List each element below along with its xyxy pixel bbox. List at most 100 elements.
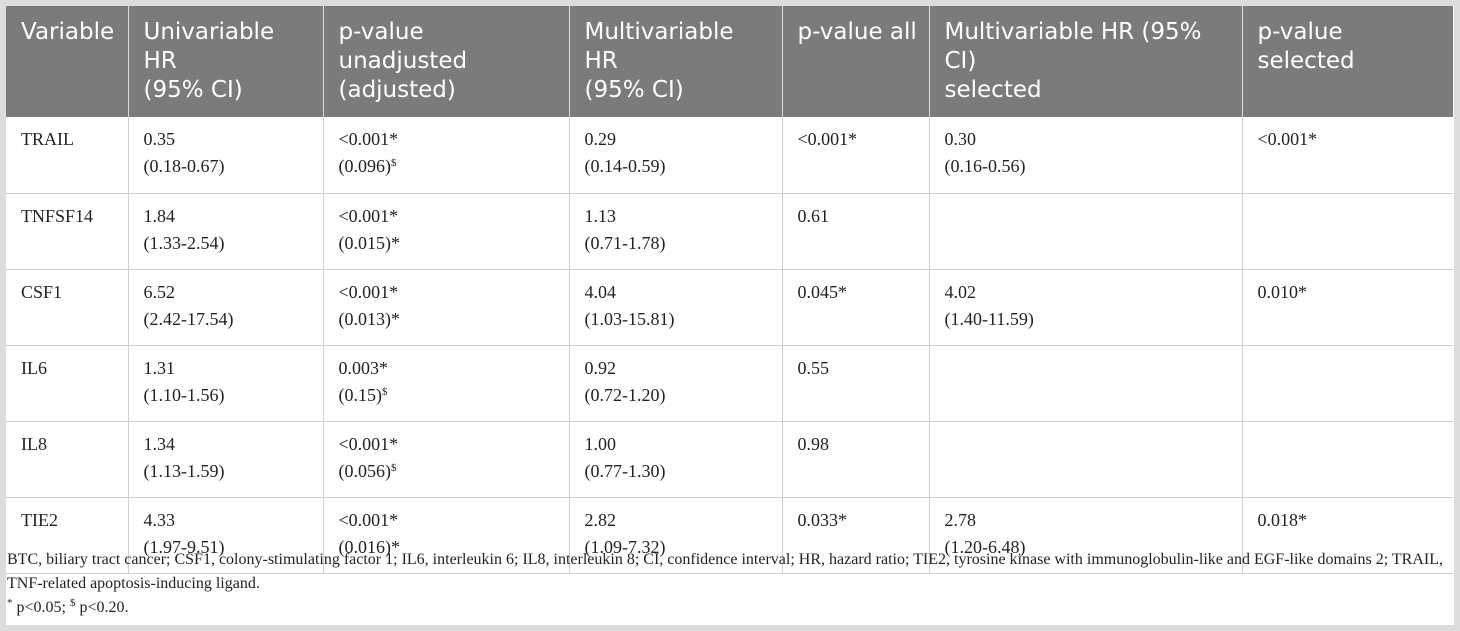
cell-multivariable-hr-selected bbox=[929, 345, 1243, 422]
cell-p-value-selected bbox=[1242, 421, 1453, 498]
hazard-ratio-table: Variable Univariable HR (95% CI) p-value un… bbox=[6, 6, 1453, 574]
cell-multivariable-hr: 1.00 (0.77-1.30) bbox=[569, 421, 783, 498]
cell-p-value-unadjusted: 0.003* (0.15)$ bbox=[323, 345, 570, 422]
cell-value: 4.02 bbox=[944, 281, 977, 302]
cell-value: (0.016)* bbox=[338, 536, 401, 557]
cell-multivariable-hr: 0.92 (0.72-1.20) bbox=[569, 345, 783, 422]
cell-p-value-selected bbox=[1242, 193, 1453, 270]
cell-p-value-selected bbox=[1242, 345, 1453, 422]
cell-value: <0.001* bbox=[338, 509, 399, 530]
cell-value-line: (0.15)$ bbox=[339, 382, 559, 409]
cell-p-value-unadjusted: <0.001* (0.015)* bbox=[323, 193, 570, 270]
cell-multivariable-hr: 4.04 (1.03-15.81) bbox=[569, 269, 783, 346]
header-line: (95% CI) bbox=[143, 77, 243, 103]
cell-value: (0.15) bbox=[338, 384, 383, 405]
cell-univariable-hr: 4.33 (1.97-9.51) bbox=[128, 497, 324, 574]
cell-value: 2.82 bbox=[584, 509, 617, 530]
cell-univariable-hr: 1.31 (1.10-1.56) bbox=[128, 345, 324, 422]
header-multivariable-hr: Multivariable HR (95% CI) bbox=[569, 6, 783, 117]
header-line: (95% CI) bbox=[584, 77, 684, 103]
cell-value: 0.018* bbox=[1257, 509, 1308, 530]
cell-value: (0.015)* bbox=[338, 232, 401, 253]
cell-univariable-hr: 0.35 (0.18-0.67) bbox=[128, 117, 324, 194]
cell-value: <0.001* bbox=[1257, 129, 1318, 149]
table-header: Variable Univariable HR (95% CI) p-value un… bbox=[6, 6, 1453, 117]
header-univariable-hr: Univariable HR (95% CI) bbox=[128, 6, 324, 117]
cell-value: 0.30 bbox=[944, 129, 977, 149]
cell-value: <0.001* bbox=[338, 205, 399, 226]
cell-variable: TRAIL bbox=[6, 117, 129, 194]
cell-value: (1.10-1.56) bbox=[143, 384, 225, 405]
cell-value: (1.09-7.32) bbox=[584, 536, 666, 557]
cell-value: 4.04 bbox=[584, 281, 617, 302]
cell-value: TIE2 bbox=[21, 509, 58, 530]
cell-variable: TIE2 bbox=[6, 497, 129, 574]
cell-value: TNFSF14 bbox=[21, 205, 94, 226]
cell-multivariable-hr: 0.29 (0.14-0.59) bbox=[569, 117, 783, 194]
cell-multivariable-hr-selected: 4.02 (1.40-11.59) bbox=[929, 269, 1243, 346]
cell-p-value-unadjusted: <0.001* (0.096)$ bbox=[323, 117, 570, 194]
cell-variable: IL6 bbox=[6, 345, 129, 422]
table-row: TNFSF14 1.84 (1.33-2.54) <0.001* (0.015)* 1.1… bbox=[6, 193, 1453, 270]
cell-univariable-hr: 6.52 (2.42-17.54) bbox=[128, 269, 324, 346]
cell-multivariable-hr: 2.82 (1.09-7.32) bbox=[569, 497, 783, 574]
cell-value: <0.001* bbox=[797, 129, 858, 149]
cell-p-value-unadjusted: <0.001* (0.056)$ bbox=[323, 421, 570, 498]
cell-value: (1.97-9.51) bbox=[143, 536, 225, 557]
header-p-value-all: p-value all bbox=[782, 6, 930, 117]
cell-univariable-hr: 1.84 (1.33-2.54) bbox=[128, 193, 324, 270]
cell-value: 1.34 bbox=[143, 433, 176, 454]
cell-value: 0.010* bbox=[1257, 281, 1308, 302]
cell-value: 0.29 bbox=[584, 129, 617, 149]
cell-p-value-selected: 0.018* bbox=[1242, 497, 1453, 574]
cell-p-value-all: 0.045* bbox=[782, 269, 930, 346]
cell-value: (0.056) bbox=[338, 460, 392, 481]
cell-multivariable-hr-selected: 2.78 (1.20-6.48) bbox=[929, 497, 1243, 574]
header-p-value-selected: p-value selected bbox=[1242, 6, 1453, 117]
cell-value: (0.71-1.78) bbox=[584, 232, 666, 253]
cell-p-value-selected: <0.001* bbox=[1242, 117, 1453, 194]
cell-value: (1.03-15.81) bbox=[584, 308, 675, 329]
trend-mark: $ bbox=[69, 597, 76, 609]
cell-value: 1.84 bbox=[143, 205, 176, 226]
cell-value: 2.78 bbox=[944, 509, 977, 530]
header-line: p-value selected bbox=[1257, 19, 1355, 74]
cell-value: (0.096) bbox=[338, 156, 392, 176]
header-line: (adjusted) bbox=[338, 77, 456, 103]
cell-value: 0.35 bbox=[143, 129, 176, 149]
header-line: Variable bbox=[21, 19, 115, 45]
cell-value: (0.16-0.56) bbox=[944, 156, 1026, 176]
cell-value: IL6 bbox=[21, 357, 47, 378]
cell-p-value-unadjusted: <0.001* (0.016)* bbox=[323, 497, 570, 574]
trend-marker: $ bbox=[391, 157, 397, 169]
cell-value: (1.40-11.59) bbox=[944, 308, 1034, 329]
footnote-abbreviations: BTC, biliary tract cancer; CSF1, colony-… bbox=[7, 551, 1443, 592]
cell-value: 0.92 bbox=[584, 357, 617, 378]
trend-text: p<0.20. bbox=[75, 599, 129, 616]
cell-value: (1.20-6.48) bbox=[944, 536, 1026, 557]
cell-variable: CSF1 bbox=[6, 269, 129, 346]
trend-marker: $ bbox=[391, 461, 397, 474]
cell-multivariable-hr: 1.13 (0.71-1.78) bbox=[569, 193, 783, 270]
cell-value: (2.42-17.54) bbox=[143, 308, 234, 329]
cell-variable: TNFSF14 bbox=[6, 193, 129, 270]
cell-p-value-selected: 0.010* bbox=[1242, 269, 1453, 346]
header-line: p-value all bbox=[797, 19, 917, 45]
header-line: Univariable HR bbox=[143, 19, 275, 74]
cell-multivariable-hr-selected bbox=[929, 193, 1243, 270]
table-row: TRAIL 0.35 (0.18-0.67) <0.001* (0.096)$ 0.29(… bbox=[6, 117, 1453, 194]
cell-value: 1.31 bbox=[143, 357, 176, 378]
cell-value: <0.001* bbox=[338, 433, 399, 454]
cell-value: IL8 bbox=[21, 433, 47, 454]
header-multivariable-hr-selected: Multivariable HR (95% CI) selected bbox=[929, 6, 1243, 117]
cell-value: (0.14-0.59) bbox=[584, 156, 666, 176]
cell-p-value-all: 0.033* bbox=[782, 497, 930, 574]
header-row: Variable Univariable HR (95% CI) p-value un… bbox=[6, 6, 1453, 117]
cell-value: 1.13 bbox=[584, 205, 617, 226]
cell-value: (0.013)* bbox=[338, 308, 401, 329]
table-row: CSF1 6.52 (2.42-17.54) <0.001* (0.013)* 4.04 (… bbox=[6, 269, 1453, 346]
cell-value-line: (0.056)$ bbox=[339, 458, 559, 485]
cell-value-line: (0.096)$ bbox=[339, 153, 559, 180]
cell-multivariable-hr-selected: 0.30 (0.16-0.56) bbox=[929, 117, 1243, 194]
footnote-significance: * p<0.05; $ p<0.20. bbox=[7, 596, 1451, 620]
